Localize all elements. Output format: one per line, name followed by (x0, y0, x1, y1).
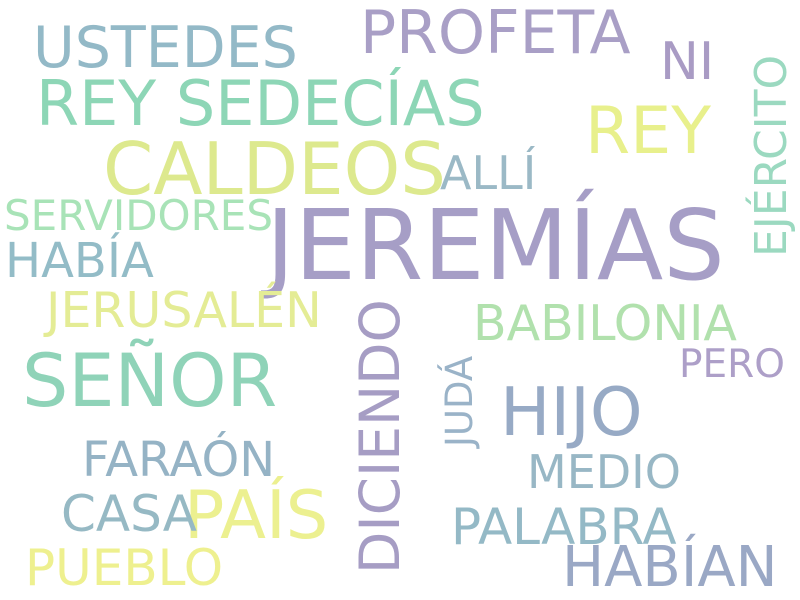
word-habian: HABÍAN (562, 535, 778, 600)
word-babilonia: BABILONIA (473, 295, 737, 352)
word-ejercito: EJÉRCITO (746, 54, 797, 257)
word-senor: SEÑOR (22, 339, 278, 424)
word-profeta: PROFETA (360, 0, 631, 68)
word-alli: ALLÍ (440, 146, 537, 200)
word-ustedes: USTEDES (33, 15, 298, 81)
word-ni: NI (660, 32, 715, 92)
word-pero: PERO (679, 342, 785, 387)
word-servidores: SERVIDORES (4, 191, 273, 240)
word-rey-sedecias: REY SEDECÍAS (36, 67, 485, 140)
word-pais: PAÍS (184, 476, 329, 554)
word-rey: REY (585, 94, 711, 169)
word-diciendo: DICIENDO (348, 299, 412, 574)
word-juda: JUDÁ (438, 355, 481, 447)
word-faraon: FARAÓN (82, 432, 276, 488)
word-habia: HABÍA (5, 233, 154, 289)
word-palabra: PALABRA (451, 498, 677, 556)
word-pueblo: PUEBLO (25, 539, 224, 597)
word-jerusalen: JERUSALÉN (46, 282, 322, 339)
word-caldeos: CALDEOS (103, 127, 446, 211)
word-hijo: HIJO (500, 373, 643, 451)
word-jeremias: JEREMÍAS (266, 189, 725, 302)
word-casa: CASA (61, 485, 197, 543)
word-medio: MEDIO (527, 445, 681, 499)
